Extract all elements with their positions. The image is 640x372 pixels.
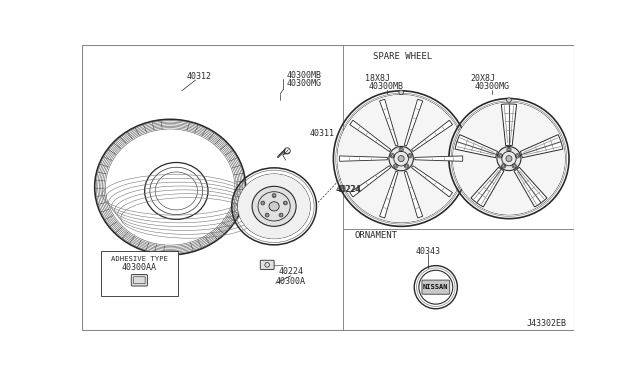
Text: 40224: 40224 bbox=[278, 267, 303, 276]
Polygon shape bbox=[471, 167, 504, 207]
Text: 20X8J: 20X8J bbox=[470, 74, 495, 83]
Ellipse shape bbox=[252, 186, 296, 226]
Text: 40300MB: 40300MB bbox=[369, 83, 404, 92]
FancyBboxPatch shape bbox=[131, 275, 147, 286]
Text: NISSAN: NISSAN bbox=[423, 284, 449, 290]
Circle shape bbox=[398, 155, 404, 162]
Text: 40312: 40312 bbox=[186, 73, 211, 81]
Circle shape bbox=[409, 155, 411, 157]
Polygon shape bbox=[404, 171, 423, 218]
FancyBboxPatch shape bbox=[260, 260, 274, 269]
Text: 40300MG: 40300MG bbox=[474, 83, 509, 92]
Circle shape bbox=[399, 90, 403, 95]
Polygon shape bbox=[340, 156, 387, 161]
Circle shape bbox=[395, 165, 397, 167]
Text: 40224: 40224 bbox=[337, 185, 362, 194]
Circle shape bbox=[284, 202, 287, 204]
Circle shape bbox=[266, 214, 268, 216]
Circle shape bbox=[452, 102, 565, 215]
Circle shape bbox=[280, 214, 282, 216]
Circle shape bbox=[499, 155, 502, 157]
Text: 40311: 40311 bbox=[310, 129, 335, 138]
Ellipse shape bbox=[269, 202, 279, 211]
Circle shape bbox=[262, 202, 264, 204]
FancyBboxPatch shape bbox=[422, 280, 450, 294]
Circle shape bbox=[389, 147, 413, 171]
Polygon shape bbox=[514, 167, 547, 207]
Text: SPARE WHEEL: SPARE WHEEL bbox=[372, 52, 432, 61]
Text: J43302EB: J43302EB bbox=[527, 319, 566, 328]
Circle shape bbox=[502, 165, 505, 167]
Text: ADHESIVE TYPE: ADHESIVE TYPE bbox=[111, 256, 168, 262]
Polygon shape bbox=[380, 99, 398, 146]
Circle shape bbox=[516, 155, 518, 157]
Polygon shape bbox=[350, 166, 391, 197]
Circle shape bbox=[391, 155, 394, 157]
Polygon shape bbox=[455, 135, 497, 158]
Polygon shape bbox=[501, 104, 516, 145]
Circle shape bbox=[508, 148, 510, 151]
Circle shape bbox=[273, 195, 275, 197]
Circle shape bbox=[405, 165, 408, 167]
Polygon shape bbox=[350, 120, 391, 151]
Text: 40224: 40224 bbox=[336, 185, 361, 194]
Text: 40300A: 40300A bbox=[275, 276, 305, 286]
FancyBboxPatch shape bbox=[101, 251, 178, 296]
Text: 40300AA: 40300AA bbox=[122, 263, 157, 272]
Text: 40300MG: 40300MG bbox=[287, 78, 321, 88]
Circle shape bbox=[400, 148, 403, 151]
Polygon shape bbox=[412, 166, 452, 197]
Polygon shape bbox=[380, 171, 398, 218]
Text: 40343: 40343 bbox=[415, 247, 440, 256]
Polygon shape bbox=[412, 120, 452, 151]
Text: ORNAMENT: ORNAMENT bbox=[355, 231, 398, 240]
Ellipse shape bbox=[238, 174, 310, 239]
Circle shape bbox=[513, 165, 515, 167]
Text: 40300MB: 40300MB bbox=[287, 71, 321, 80]
Circle shape bbox=[337, 95, 465, 222]
Circle shape bbox=[507, 98, 511, 102]
Text: 18X8J: 18X8J bbox=[365, 74, 390, 83]
Polygon shape bbox=[415, 156, 463, 161]
Polygon shape bbox=[520, 135, 563, 158]
Circle shape bbox=[506, 155, 512, 161]
Circle shape bbox=[497, 147, 521, 171]
Polygon shape bbox=[404, 99, 423, 146]
